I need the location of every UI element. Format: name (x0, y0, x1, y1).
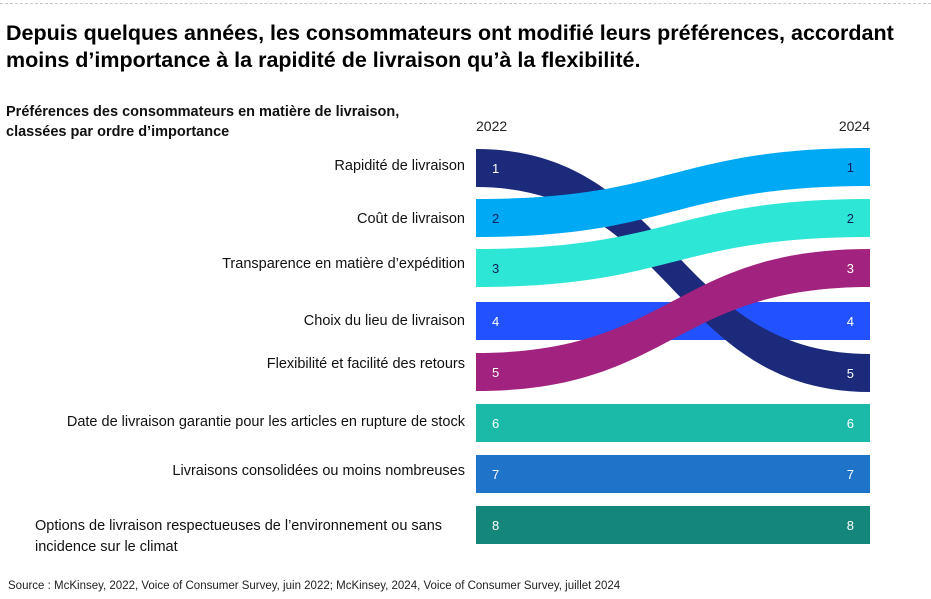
rank-label-2022-3: 3 (492, 261, 499, 276)
ribbon-1 (476, 149, 870, 392)
rank-label-2024-1: 1 (847, 160, 854, 175)
rank-label-2024-3: 3 (847, 261, 854, 276)
ribbon-2 (476, 148, 870, 237)
rank-label-2022-2: 2 (492, 211, 499, 226)
row-label-rank-5: Flexibilité et facilité des retours (266, 356, 465, 372)
row-label-rank-8: Options de livraison respectueuses de l’… (35, 518, 443, 555)
row-label-rank-2: Coût de livraison (357, 211, 465, 227)
ribbon-3 (476, 199, 870, 287)
row-label-rank-1: Rapidité de livraison (334, 158, 465, 174)
rank-label-2024-6: 6 (847, 416, 854, 431)
axis-labels-layer: 2022 2024 (476, 118, 870, 134)
rank-label-2024-2: 2 (847, 211, 854, 226)
ribbons-layer (476, 148, 870, 544)
top-divider (0, 3, 931, 4)
rank-label-2022-6: 6 (492, 416, 499, 431)
ribbon-5 (476, 249, 870, 391)
row-label-rank-4: Choix du lieu de livraison (303, 313, 465, 329)
rank-label-2022-8: 8 (492, 518, 499, 533)
rank-label-2024-4: 4 (847, 314, 854, 329)
chart-subtitle: Préférences des consommateurs en matière… (6, 104, 400, 140)
rank-label-2024-7: 7 (847, 467, 854, 482)
ribbon-6 (476, 404, 870, 442)
rank-label-2024-5: 5 (847, 366, 854, 381)
rank-label-2022-7: 7 (492, 467, 499, 482)
row-label-rank-7: Livraisons consolidées ou moins nombreus… (172, 463, 465, 479)
year-label-2022: 2022 (476, 118, 507, 134)
headline: Depuis quelques années, les consommateur… (6, 21, 894, 72)
year-label-2024: 2024 (839, 118, 870, 134)
row-label-rank-6: Date de livraison garantie pour les arti… (66, 414, 465, 430)
rank-label-2022-1: 1 (492, 161, 499, 176)
ribbon-8 (476, 506, 870, 544)
rank-label-2022-4: 4 (492, 314, 499, 329)
source-note: Source : McKinsey, 2022, Voice of Consum… (8, 580, 621, 592)
rank-numbers-layer: 1 2 3 4 5 6 7 8 1 2 3 4 5 6 7 8 (492, 160, 854, 533)
ribbon-7 (476, 455, 870, 493)
row-label-rank-3: Transparence en matière d’expédition (222, 256, 465, 272)
rank-label-2024-8: 8 (847, 518, 854, 533)
rank-label-2022-5: 5 (492, 365, 499, 380)
